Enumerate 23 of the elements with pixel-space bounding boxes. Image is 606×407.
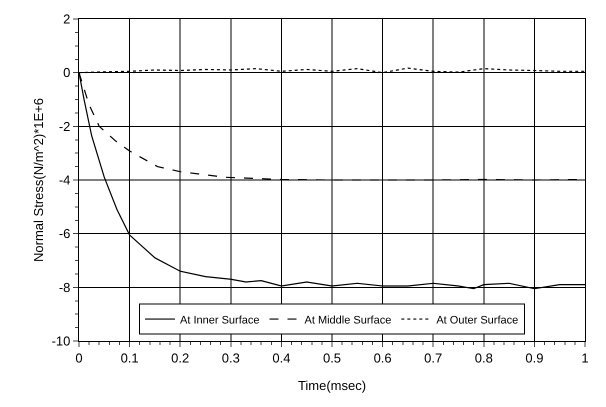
x-tick-label: 0.6 xyxy=(374,350,392,366)
legend-label: At Middle Surface xyxy=(304,314,392,326)
x-tick-label: 0.7 xyxy=(424,350,442,366)
x-tick-label: 1 xyxy=(581,350,589,366)
x-tick-label: 0.2 xyxy=(171,350,190,366)
legend-label: At Outer Surface xyxy=(436,314,518,326)
x-tick-label: 0.5 xyxy=(322,350,342,366)
x-tick-label: 0.1 xyxy=(120,350,139,366)
y-tick-label: -2 xyxy=(58,118,70,134)
x-tick-label: 0.4 xyxy=(272,350,290,366)
x-axis-title: Time(msec) xyxy=(298,378,366,393)
x-tick-label: 0.9 xyxy=(525,350,544,366)
x-tick-label: 0.3 xyxy=(222,350,240,366)
x-tick-label: 0.8 xyxy=(474,350,493,366)
x-tick-label: 0 xyxy=(75,350,83,366)
legend-label: At Inner Surface xyxy=(180,314,260,326)
y-tick-label: -10 xyxy=(52,334,70,349)
y-tick-label: -4 xyxy=(58,172,70,188)
y-tick-label: -6 xyxy=(58,226,70,242)
y-tick-label: 0 xyxy=(63,65,70,80)
y-axis-title: Normal Stress(N/m^2)*1E+6 xyxy=(31,98,46,262)
y-tick-label: 2 xyxy=(63,12,70,27)
y-tick-label: -8 xyxy=(58,280,70,295)
